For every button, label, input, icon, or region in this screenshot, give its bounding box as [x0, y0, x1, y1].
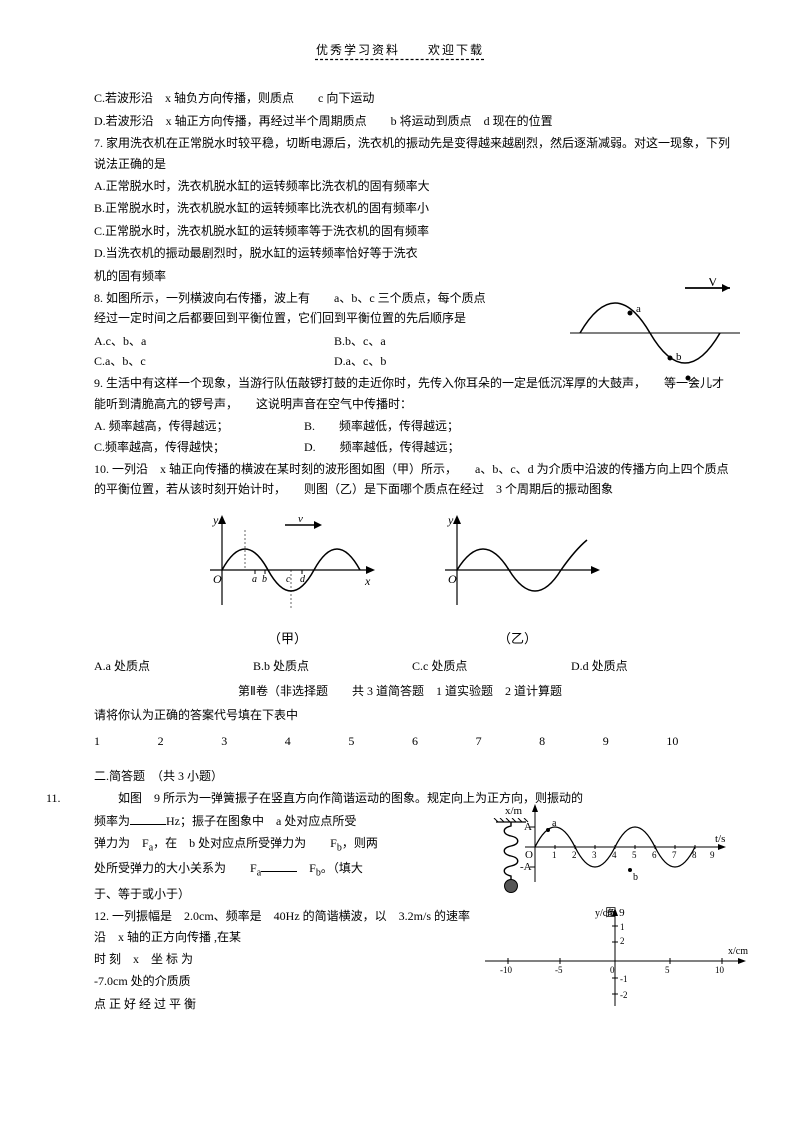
svg-text:y: y [447, 513, 454, 527]
svg-text:-1: -1 [620, 974, 628, 984]
q11-number: 11. [46, 788, 61, 808]
q7-opt-b: B.正常脱水时，洗衣机脱水缸的运转频率比洗衣机的固有频率小 [70, 198, 730, 218]
page-header: 优秀学习资料 欢迎下载 [70, 40, 730, 60]
svg-text:2: 2 [572, 850, 577, 860]
svg-text:5: 5 [665, 965, 670, 975]
svg-text:6: 6 [652, 850, 657, 860]
q11-line3: 弹力为 Fa，在 b 处对应点所受弹力为 Fb，则两 [94, 833, 394, 856]
svg-text:a: a [552, 818, 557, 829]
section-2-title: 二.简答题 （共 3 小题） [70, 766, 730, 786]
svg-text:1: 1 [620, 922, 625, 932]
svg-text:v: v [298, 513, 303, 525]
svg-text:O: O [448, 572, 457, 586]
svg-text:-2: -2 [620, 990, 628, 1000]
section-2-header: 第Ⅱ卷（非选择题 共 3 道简答题 1 道实验题 2 道计算题 [70, 681, 730, 701]
q12-line1: 12. 一列振幅是 2.0cm、频率是 40Hz 的简谐横波，以 3.2m/s … [94, 906, 474, 947]
svg-text:a: a [636, 303, 641, 315]
svg-text:2: 2 [620, 936, 625, 946]
svg-text:x/cm: x/cm [728, 946, 748, 957]
svg-text:10: 10 [715, 965, 725, 975]
q6-opt-d: D.若波形沿 x 轴正方向传播，再经过半个周期质点 b 将运动到质点 d 现在的… [70, 111, 730, 131]
svg-text:9: 9 [710, 850, 715, 860]
svg-text:V: V [708, 278, 718, 289]
svg-text:b: b [262, 574, 267, 585]
q6-opt-c: C.若波形沿 x 轴负方向传播，则质点 c 向下运动 [70, 88, 730, 108]
svg-text:y/cm: y/cm [595, 908, 615, 919]
fig-yi-label: （乙） [435, 628, 600, 650]
svg-text:7: 7 [672, 850, 677, 860]
svg-text:a: a [252, 574, 257, 585]
svg-text:y: y [212, 513, 219, 527]
q10-opt-a: A.a 处质点 [94, 656, 253, 676]
q8-opt-d: D.a、c、b [334, 351, 574, 371]
svg-text:O: O [213, 572, 222, 586]
q10-opt-c: C.c 处质点 [412, 656, 571, 676]
q9-opt-d: D. 频率越低，传得越远； [304, 437, 460, 457]
q9-opt-a: A. 频率越高，传得越远； [94, 416, 304, 436]
svg-text:-A: -A [520, 861, 532, 873]
answer-number-row: 1 2 3 4 5 6 7 8 9 10 [70, 731, 730, 751]
q7-opt-d: D.当洗衣机的振动最剧烈时，脱水缸的运转频率恰好等于洗衣 [70, 243, 730, 263]
svg-text:O: O [525, 849, 533, 861]
q11-graph: x/m t/s A -A O a b 1 2 3 4 5 6 7 8 9 [500, 802, 730, 922]
q10-stem: 10. 一列沿 x 轴正向传播的横波在某时刻的波形图如图（甲）所示， a、b、c… [70, 459, 730, 500]
svg-text:c: c [693, 376, 698, 388]
q8-opt-a: A.c、b、a [94, 331, 334, 351]
svg-text:b: b [676, 351, 682, 363]
svg-text:x: x [364, 574, 371, 588]
svg-text:0: 0 [610, 965, 615, 975]
q8-opt-c: C.a、b、c [94, 351, 334, 371]
q7-opt-a: A.正常脱水时，洗衣机脱水缸的运转频率比洗衣机的固有频率大 [70, 176, 730, 196]
svg-text:b: b [633, 872, 638, 883]
answer-prompt: 请将你认为正确的答案代号填在下表中 [70, 705, 730, 725]
q10-fig-yi: y O （乙） [435, 510, 600, 650]
q8-stem: 8. 如图所示，一列横波向右传播，波上有 a、b、c 三个质点，每个质点经过一定… [70, 288, 490, 329]
svg-text:c: c [286, 574, 291, 585]
q9-opt-c: C.频率越高，传得越快； [94, 437, 304, 457]
svg-text:4: 4 [612, 850, 617, 860]
q12-axes: y/cm x/cm 2 1 -1 -2 -10 -5 0 5 10 [480, 906, 740, 1022]
svg-text:-5: -5 [555, 965, 563, 975]
fig-jia-label: （甲） [200, 628, 375, 650]
q7-stem: 7. 家用洗衣机在正常脱水时较平稳，切断电源后，洗衣机的振动先是变得越来越剧烈，… [70, 133, 730, 174]
q11-line4: 处所受弹力的大小关系为 Fa Fb。（填大 [94, 858, 394, 881]
q8-wave-figure: V a b c [570, 278, 740, 388]
svg-text:3: 3 [592, 850, 597, 860]
q10-opt-d: D.d 处质点 [571, 656, 730, 676]
q10-fig-jia: y x O v a b c d （甲） [200, 510, 375, 650]
svg-text:x/m: x/m [505, 805, 523, 817]
svg-text:1: 1 [552, 850, 557, 860]
svg-text:t/s: t/s [715, 833, 725, 845]
q8-opt-b: B.b、c、a [334, 331, 574, 351]
q9-opt-b: B. 频率越低，传得越远； [304, 416, 459, 436]
q7-opt-c: C.正常脱水时，洗衣机脱水缸的运转频率等于洗衣机的固有频率 [70, 221, 730, 241]
q10-opt-b: B.b 处质点 [253, 656, 412, 676]
svg-text:5: 5 [632, 850, 637, 860]
svg-text:8: 8 [692, 850, 697, 860]
svg-text:-10: -10 [500, 965, 512, 975]
